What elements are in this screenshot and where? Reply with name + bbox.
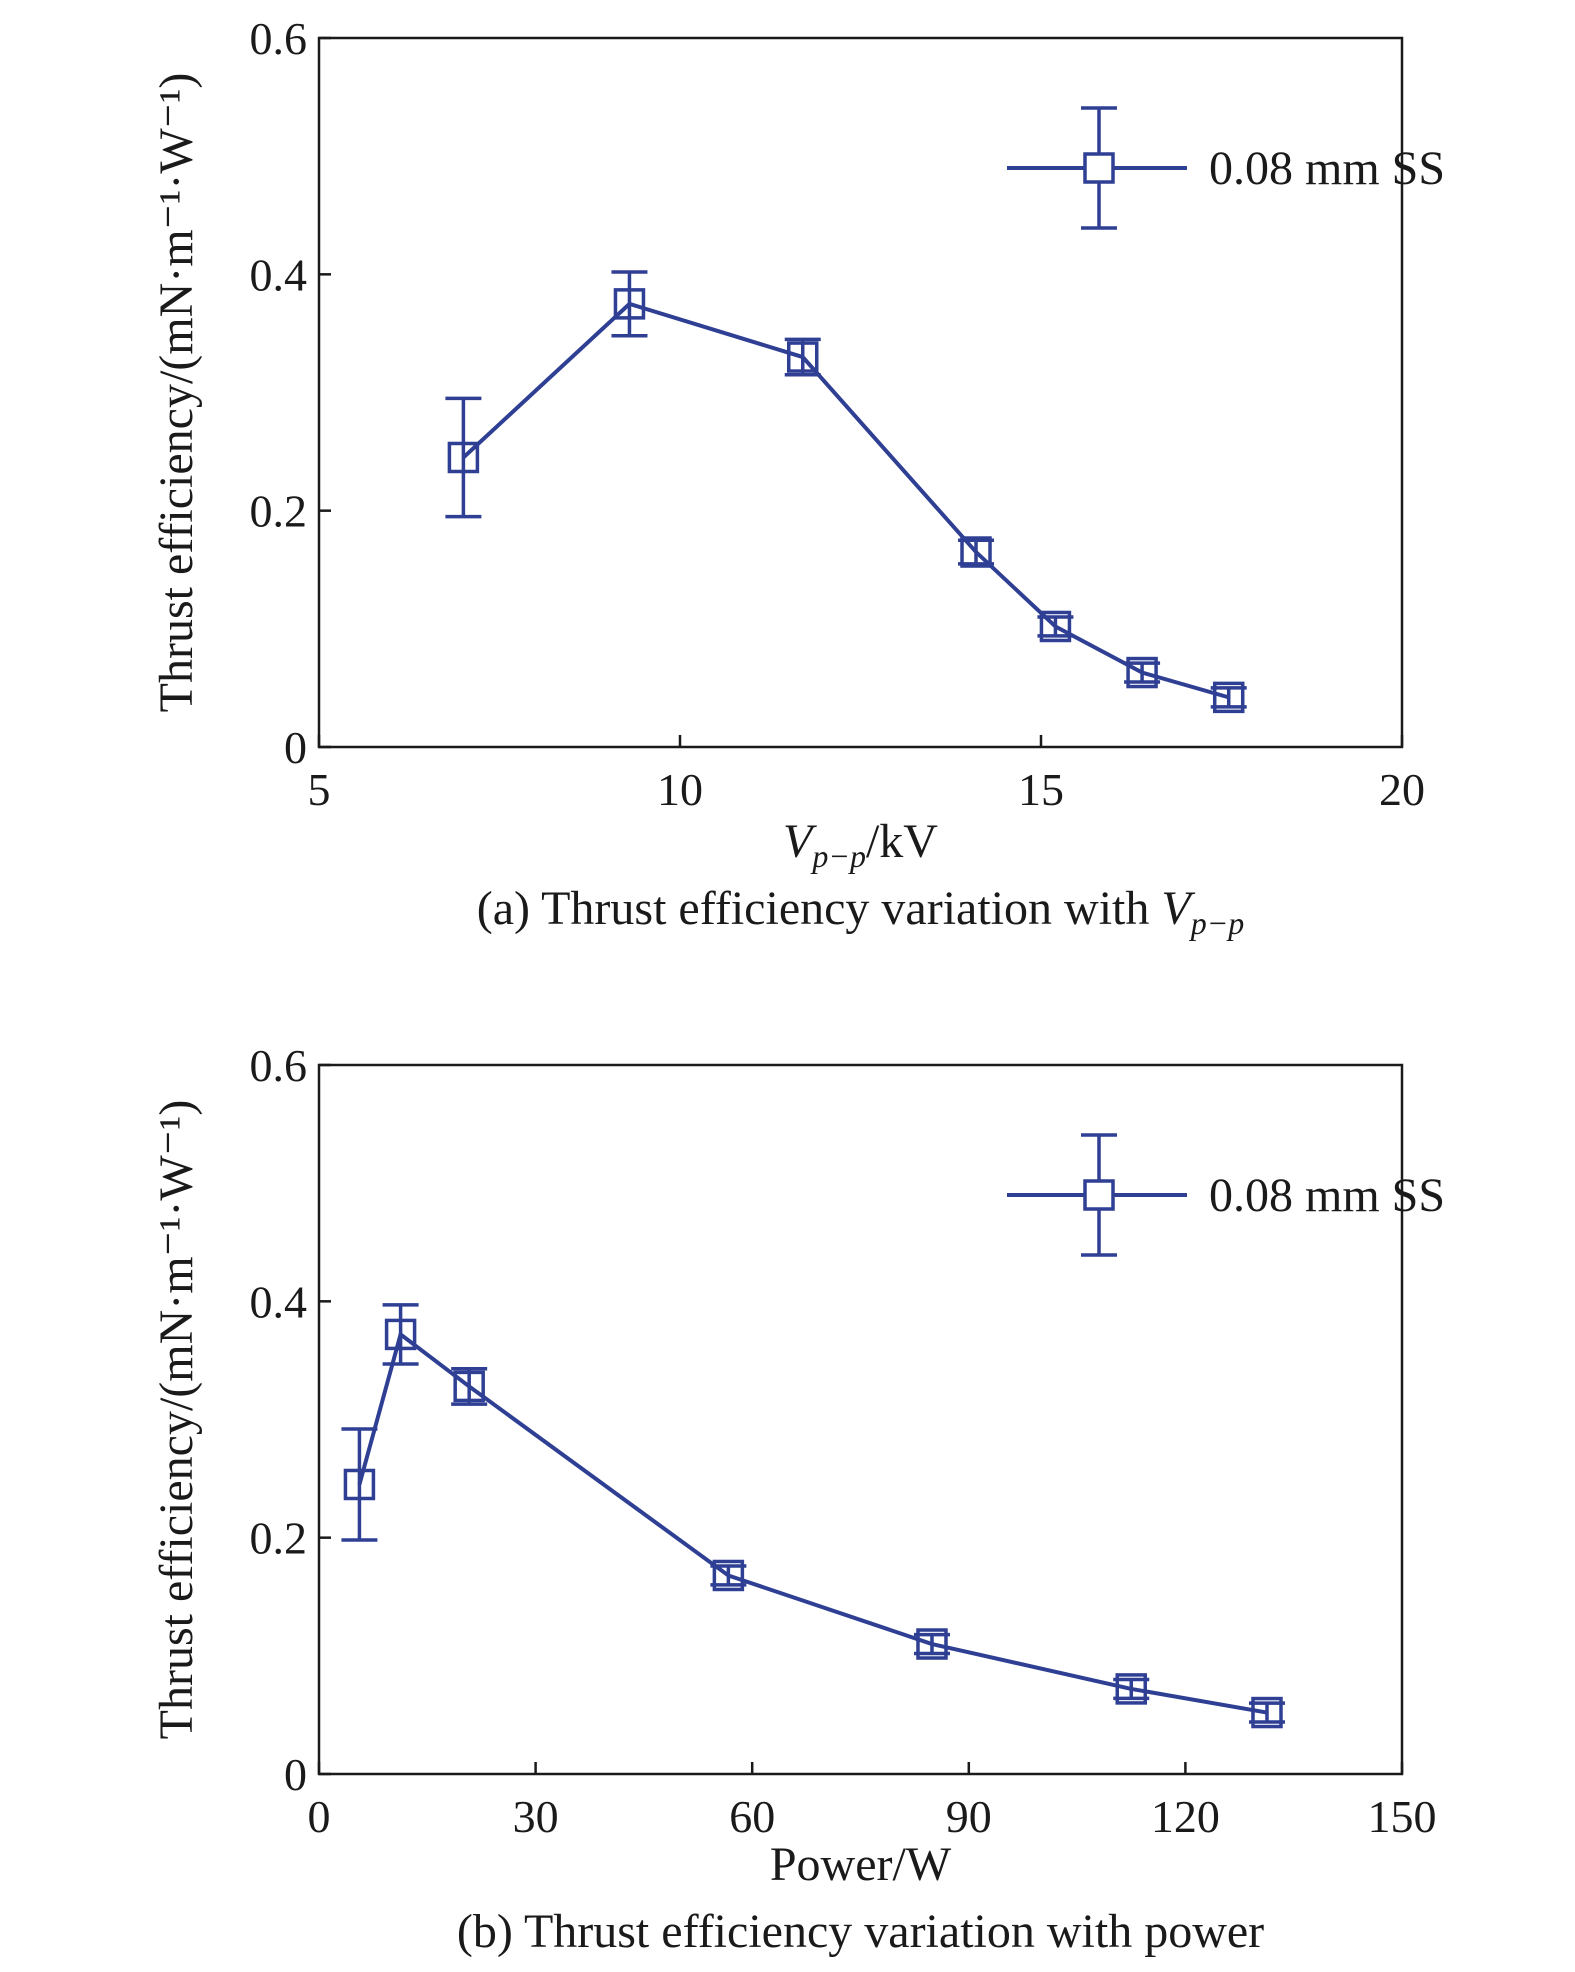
caption: (a) Thrust efficiency variation with Vp−… (477, 882, 1245, 941)
data-marker (960, 536, 992, 568)
data-marker (1212, 681, 1245, 714)
x-axis-label: Power/W (770, 1838, 952, 1891)
x-tick-label: 15 (1018, 764, 1064, 815)
y-tick-label: 0.6 (250, 13, 308, 64)
x-axis-label: Vp−p/kV (783, 815, 938, 874)
x-tick-label: 90 (946, 1791, 992, 1842)
text-part: Power/W (770, 1838, 952, 1891)
text-part: (a) Thrust efficiency variation with (477, 882, 1162, 935)
y-tick-label: 0.4 (250, 249, 308, 300)
plot-frame (317, 36, 1404, 749)
data-marker (1251, 1696, 1283, 1729)
y-tick-label: 0.6 (250, 1040, 308, 1091)
legend-marker (1083, 152, 1115, 184)
error-bar (341, 1427, 378, 1542)
error-bar (958, 538, 995, 566)
error-bar (445, 396, 482, 519)
data-line (357, 1331, 1268, 1715)
text-part: V (783, 815, 817, 868)
error-bar (1037, 615, 1074, 638)
plot-frame (317, 1063, 1404, 1776)
data-marker (447, 441, 480, 474)
data-line (462, 301, 1230, 700)
data-marker (343, 1468, 376, 1501)
y-tick-label: 0.2 (250, 1513, 308, 1564)
error-bar (784, 337, 821, 377)
text-part: /kV (866, 815, 938, 868)
data-marker (453, 1370, 485, 1403)
data-marker (712, 1559, 745, 1592)
y-axis-label: Thrust efficiency/(mN·m⁻¹·W⁻¹) (150, 1100, 203, 1740)
legend-label: 0.08 mm SS (1209, 1169, 1445, 1222)
legend-marker (1083, 1179, 1115, 1211)
text-part: p−p (1189, 905, 1245, 941)
error-bar (451, 1366, 488, 1406)
data-marker (613, 288, 646, 320)
x-tick-label: 0 (308, 1791, 331, 1842)
x-tick-label: 120 (1151, 1791, 1220, 1842)
x-tick-label: 150 (1368, 1791, 1437, 1842)
legend-label: 0.08 mm SS (1209, 142, 1445, 195)
error-bar (710, 1564, 747, 1587)
text-part: V (1161, 882, 1195, 935)
error-bar (1210, 686, 1247, 709)
x-tick-label: 5 (308, 764, 331, 815)
error-bar (913, 1632, 950, 1656)
data-marker (1126, 656, 1158, 689)
error-bar (1113, 1677, 1150, 1701)
y-tick-label: 0 (284, 1749, 307, 1800)
y-tick-label: 0.2 (250, 486, 308, 537)
text-part: p−p (810, 838, 866, 874)
error-bar (611, 270, 648, 338)
data-marker (786, 341, 819, 373)
data-marker (1039, 610, 1072, 643)
x-tick-label: 20 (1379, 764, 1425, 815)
x-tick-label: 10 (657, 764, 703, 815)
x-tick-label: 30 (513, 1791, 559, 1842)
error-bar (382, 1303, 419, 1366)
data-marker (916, 1628, 948, 1660)
x-tick-label: 60 (729, 1791, 775, 1842)
error-bar (1248, 1701, 1285, 1724)
text-part: (b) Thrust efficiency variation with pow… (457, 1905, 1264, 1958)
caption: (b) Thrust efficiency variation with pow… (457, 1905, 1264, 1958)
data-marker (384, 1318, 417, 1351)
y-axis-label: Thrust efficiency/(mN·m⁻¹·W⁻¹) (150, 73, 203, 713)
data-marker (1115, 1673, 1147, 1705)
error-bar (1124, 661, 1161, 684)
y-tick-label: 0.4 (250, 1276, 308, 1327)
y-tick-label: 0 (284, 722, 307, 773)
